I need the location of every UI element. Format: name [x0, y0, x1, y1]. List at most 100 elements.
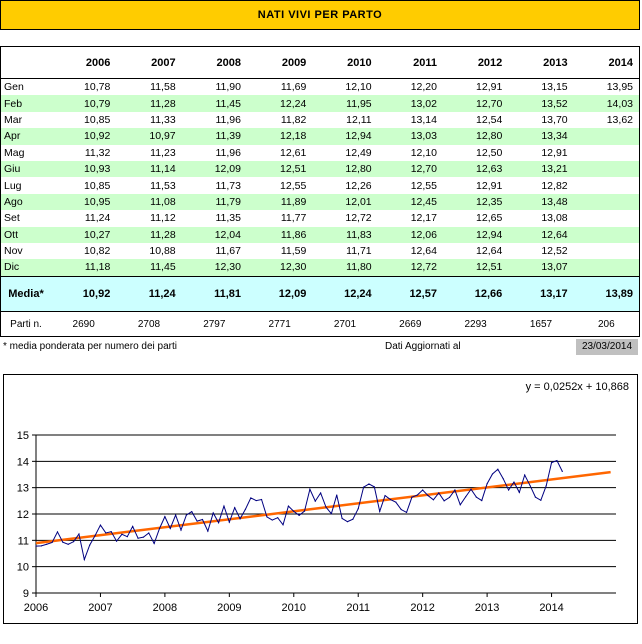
- value-cell: 12,10: [410, 146, 437, 159]
- data-point: [298, 514, 300, 516]
- month-label: Ago: [1, 193, 51, 211]
- data-point: [341, 517, 343, 520]
- value-cell: 13,34: [508, 128, 574, 145]
- data-point: [438, 492, 440, 494]
- data-point: [320, 492, 322, 494]
- y-tick-label: 14: [17, 456, 29, 468]
- value-cell: 10,85: [84, 179, 111, 192]
- value-cell: 11,14: [116, 160, 182, 178]
- value-cell: 12,80: [312, 160, 378, 178]
- media-cell: 12,57: [377, 275, 443, 312]
- data-point: [325, 506, 327, 508]
- chart: y = 0,0252x + 10,868 9 10 11 12 13 14 15 2006 20…: [3, 374, 638, 624]
- value-cell: 10,82: [84, 245, 111, 258]
- y-tick-label: 9: [23, 588, 29, 600]
- month-label: Set: [4, 212, 20, 225]
- value-cell: 12,17: [410, 212, 437, 225]
- data-point: [180, 529, 182, 531]
- value-cell: 11,24: [84, 212, 111, 225]
- month-label: Giu: [1, 160, 51, 178]
- data-point: [56, 531, 59, 533]
- data-point: [191, 511, 193, 513]
- month-label: Ott: [1, 226, 51, 243]
- births-table: 2006 2007 2008 2009 2010 2011 2012 2013 2014 Gen…: [1, 47, 639, 337]
- y-tick-label: 11: [18, 535, 29, 547]
- data-point: [303, 510, 306, 512]
- value-cell: 10,97: [116, 128, 182, 145]
- data-point: [470, 488, 472, 490]
- updated-date: 23/03/2014: [576, 339, 638, 355]
- data-point: [486, 483, 488, 485]
- value-cell: 11,53: [150, 179, 176, 192]
- data-point: [196, 520, 198, 522]
- data-point: [105, 532, 107, 534]
- parti-cell: 2293: [464, 318, 487, 330]
- media-cell: 13,17: [508, 275, 574, 312]
- value-cell: 11,58: [150, 81, 176, 94]
- year-header: 2012: [442, 47, 509, 79]
- data-point: [379, 510, 381, 512]
- value-cell: 13,52: [508, 95, 574, 112]
- value-cell: 12,20: [410, 81, 437, 94]
- value-cell: [573, 193, 639, 211]
- table-row: Nov 10,82 10,88 11,67 11,59 11,71 12,64 12,64 12…: [1, 243, 639, 259]
- data-point: [239, 518, 241, 520]
- data-point: [89, 544, 91, 546]
- data-point: [330, 513, 332, 515]
- month-label: Nov: [4, 245, 23, 258]
- data-point: [561, 470, 563, 472]
- data-point: [524, 474, 526, 476]
- data-point: [513, 481, 515, 483]
- year-header: 2006: [51, 47, 117, 79]
- month-label: Mar: [4, 113, 23, 126]
- value-cell: 11,95: [312, 95, 378, 112]
- data-point: [502, 478, 504, 480]
- data-point: [465, 496, 467, 498]
- value-cell: 12,52: [541, 245, 568, 258]
- value-cell: 10,85: [84, 113, 111, 126]
- value-cell: 13,62: [606, 113, 633, 126]
- value-cell: 12,51: [442, 259, 509, 277]
- data-point: [282, 524, 284, 526]
- table-row: Mag 11,32 11,23 11,96 12,61 12,49 12,10 12,50 12…: [1, 145, 639, 161]
- x-tick-label: 2007: [88, 602, 112, 614]
- data-point: [148, 532, 150, 534]
- data-point: [223, 505, 225, 507]
- value-cell: [573, 226, 639, 243]
- value-cell: 11,86: [246, 226, 313, 243]
- data-point: [99, 524, 102, 526]
- value-cell: 12,10: [345, 81, 372, 94]
- value-cell: 13,48: [508, 193, 574, 211]
- media-row: Media* 10,92 11,24 11,81 12,09 12,24 12,57 12,6…: [1, 275, 639, 312]
- value-cell: 13,15: [541, 81, 568, 94]
- table-row: Dic 11,18 11,45 12,30 12,30 11,80 12,72 12,51 13…: [1, 259, 639, 277]
- data-point: [556, 459, 558, 462]
- value-cell: [573, 259, 639, 277]
- data-point: [255, 499, 257, 502]
- value-cell: 13,95: [606, 81, 633, 94]
- media-cell: 12,24: [312, 275, 378, 312]
- value-cell: 11,83: [312, 226, 378, 243]
- value-cell: 11,80: [312, 259, 378, 277]
- table-header: 2006 2007 2008 2009 2010 2011 2012 2013 2014: [1, 47, 639, 79]
- data-point: [352, 518, 354, 520]
- data-point: [336, 494, 338, 496]
- value-cell: 12,09: [181, 160, 247, 178]
- parti-cell: 206: [597, 318, 615, 330]
- data-point: [432, 499, 435, 501]
- year-header: 2008: [181, 47, 247, 79]
- title-text: NATI VIVI PER PARTO: [257, 9, 383, 21]
- value-cell: 12,30: [246, 259, 313, 277]
- value-cell: 11,12: [150, 212, 176, 225]
- value-cell: 12,64: [476, 245, 503, 258]
- media-cell: 10,92: [51, 275, 117, 312]
- value-cell: 12,64: [508, 226, 574, 243]
- data-point: [67, 543, 69, 545]
- value-cell: 12,65: [476, 212, 503, 225]
- year-header: 2011: [377, 47, 443, 79]
- data-point: [475, 496, 477, 498]
- media-cell: 12,09: [246, 275, 313, 312]
- data-point: [185, 514, 187, 516]
- x-tick-label: 2014: [539, 602, 563, 614]
- data-point: [550, 462, 553, 464]
